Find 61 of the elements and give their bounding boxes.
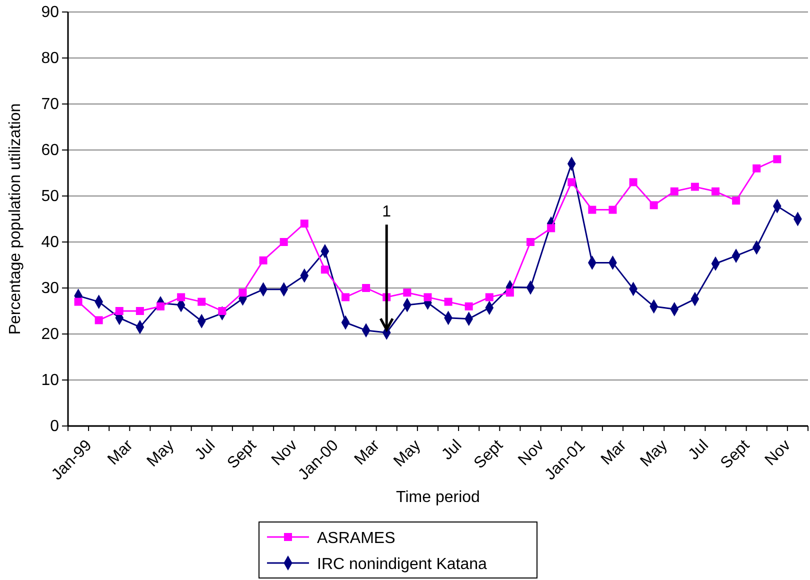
point xyxy=(506,288,514,297)
point xyxy=(424,293,432,302)
point xyxy=(629,178,638,186)
legend-label: ASRAMES xyxy=(317,530,396,547)
y-tick-label: 0 xyxy=(50,418,60,436)
x-tick-label: Nov xyxy=(268,436,301,470)
point xyxy=(690,182,699,191)
point xyxy=(526,238,534,246)
point xyxy=(300,220,308,228)
x-tick-label: Nov xyxy=(515,436,548,470)
point xyxy=(403,288,412,297)
point xyxy=(238,288,247,297)
y-tick-label: 10 xyxy=(41,372,60,390)
point xyxy=(136,307,144,315)
legend-label: IRC nonindigent Katana xyxy=(317,556,487,573)
point xyxy=(464,302,473,310)
y-tick-label: 70 xyxy=(41,96,60,114)
point xyxy=(568,178,576,186)
point xyxy=(94,316,103,324)
point xyxy=(320,266,329,274)
y-axis-title: Percentage population utilization xyxy=(7,103,24,335)
x-tick-label: Mar xyxy=(104,436,137,468)
point xyxy=(732,196,740,205)
y-tick-label: 30 xyxy=(41,280,60,298)
point xyxy=(115,307,124,315)
point xyxy=(74,298,82,306)
point xyxy=(670,187,678,196)
point xyxy=(177,293,186,302)
point xyxy=(547,224,556,232)
x-tick-label: Jul xyxy=(685,436,712,464)
point xyxy=(485,293,494,302)
x-axis-title: Time period xyxy=(396,489,480,506)
x-tick-label: May xyxy=(144,436,178,470)
x-tick-label: Mar xyxy=(598,436,630,468)
point xyxy=(198,298,206,306)
x-tick-label: Jul xyxy=(192,436,219,464)
point xyxy=(608,206,617,214)
point xyxy=(712,187,720,196)
y-tick-label: 60 xyxy=(41,142,60,160)
point xyxy=(752,164,761,172)
point xyxy=(280,238,288,246)
x-tick-label: Nov xyxy=(762,436,794,470)
y-tick-label: 90 xyxy=(41,4,60,22)
x-tick-label: May xyxy=(390,436,424,470)
annotation: 1 xyxy=(382,204,392,221)
x-tick-label: Jul xyxy=(438,436,466,464)
point xyxy=(362,284,370,292)
x-tick-label: Mar xyxy=(352,436,384,468)
point xyxy=(650,201,658,210)
point xyxy=(342,293,350,302)
y-tick-label: 40 xyxy=(41,234,60,252)
y-tick-label: 20 xyxy=(41,326,60,344)
x-tick-label: May xyxy=(637,436,671,470)
point xyxy=(156,302,164,310)
y-tick-label: 80 xyxy=(41,50,60,68)
point xyxy=(218,307,226,315)
point xyxy=(588,206,596,214)
y-tick-label: 50 xyxy=(41,188,60,206)
point xyxy=(259,256,268,264)
point xyxy=(444,298,452,306)
point xyxy=(773,155,782,164)
